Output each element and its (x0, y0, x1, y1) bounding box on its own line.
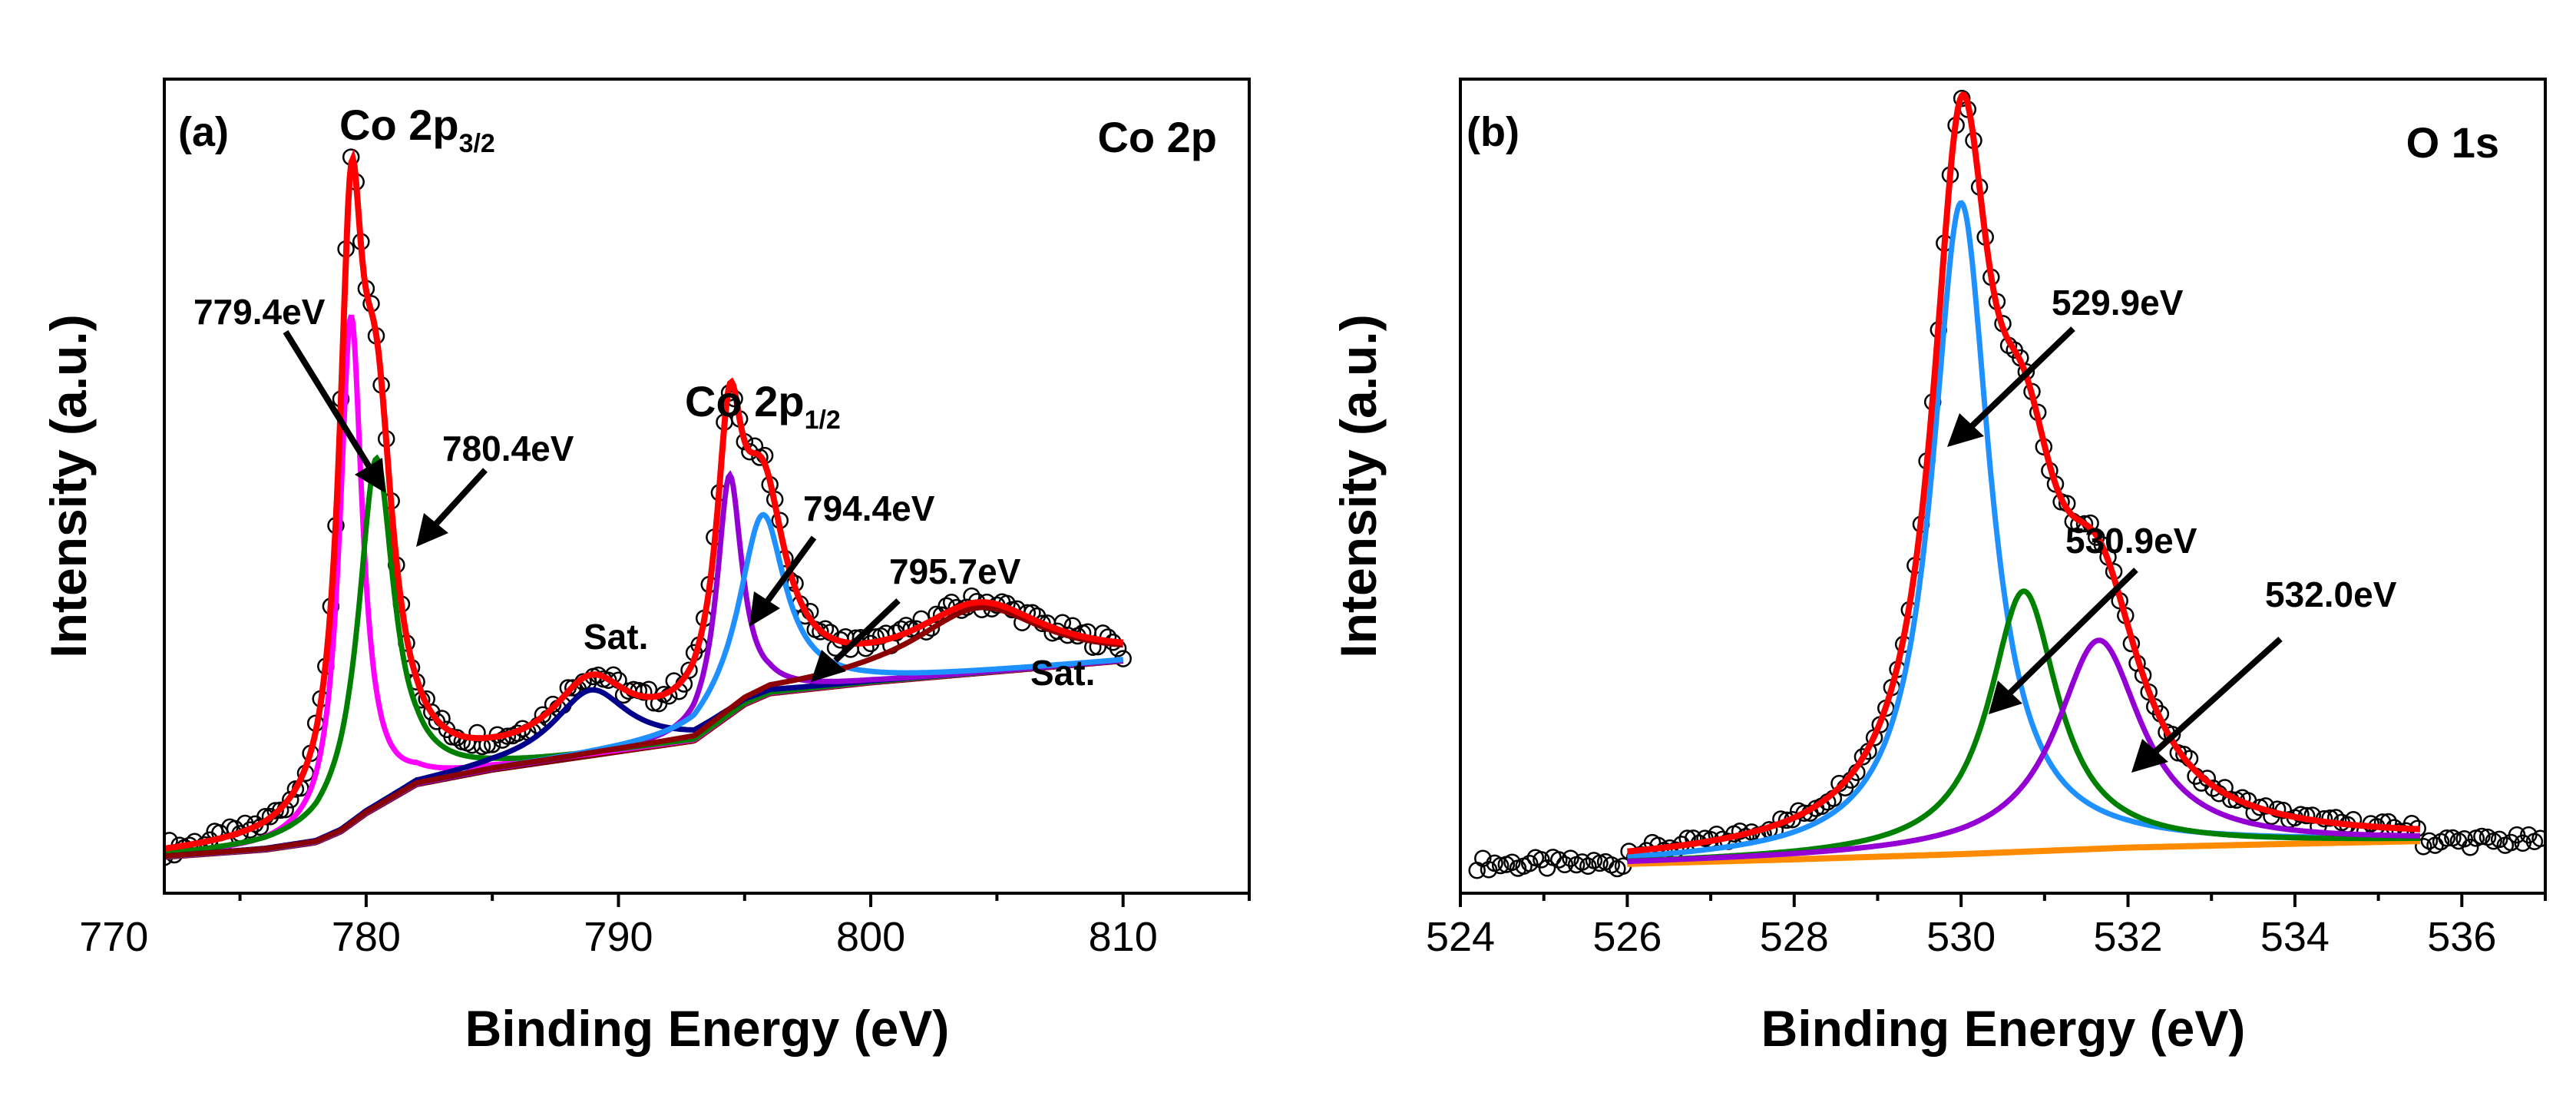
co2p32-main: Co 2p (339, 101, 459, 149)
data-point (1953, 89, 1971, 108)
data-point (2473, 827, 2491, 846)
peak-label-780-4: 780.4eV (442, 429, 574, 468)
data-point (1579, 857, 1597, 876)
panel-b-arrows (1947, 326, 2283, 773)
panel-a-y-axis-title: Intensity (a.u.) (40, 314, 97, 657)
arrow-779-4-head (355, 458, 385, 493)
peak-label-794-4: 794.4eV (803, 488, 935, 528)
peak-curve-3 (1627, 637, 2420, 865)
arrow-794-4 (765, 535, 817, 603)
data-point (2461, 839, 2479, 856)
peak-label-529-9: 529.9eV (2052, 283, 2184, 323)
data-point (1503, 853, 1521, 871)
panel-a-x-axis-title: Binding Energy (eV) (465, 1000, 950, 1057)
x-tick-label: 800 (836, 914, 905, 960)
panel-a-axes-frame (163, 78, 1251, 895)
arrow-779-4 (283, 329, 372, 469)
panel-b-label: (b) (1467, 109, 1519, 155)
data-point (2438, 829, 2455, 847)
data-point (1556, 856, 1574, 874)
data-point (1562, 849, 1579, 867)
x-tick-label: 810 (1089, 914, 1158, 960)
data-point (2455, 829, 2473, 848)
data-point (266, 802, 284, 819)
panel-a-fit-curves (164, 148, 1124, 860)
data-point (544, 695, 562, 713)
panel-b-y-axis-title: Intensity (a.u.) (1330, 314, 1387, 657)
arrow-780-4 (434, 468, 488, 526)
arrow-795-7-head (811, 650, 846, 682)
peak-curve-6 (164, 604, 1123, 859)
data-point (1550, 851, 1568, 869)
x-tick-label: 528 (1760, 914, 1829, 960)
x-tick-label: 790 (584, 914, 653, 960)
data-point (2490, 830, 2508, 849)
arrow-530-9 (2008, 568, 2138, 695)
data-point (2420, 832, 2439, 850)
sat-label-1: Sat. (584, 617, 648, 657)
peak-label-795-7: 795.7eV (889, 551, 1021, 591)
arrow-794-4-head (749, 591, 780, 627)
panel-a-co2p: 770 780 790 800 810 (a) Co 2p Co 2p3/2 Co 2p… (40, 78, 1251, 1057)
data-point (600, 671, 617, 689)
panel-a-x-ticks: 770 780 790 800 810 (79, 893, 1251, 960)
data-point (271, 801, 289, 819)
x-tick-label: 770 (79, 914, 148, 960)
peak-label-530-9: 530.9eV (2065, 521, 2197, 561)
envelope-curve (1627, 91, 2421, 855)
data-point (534, 706, 552, 724)
arrow-780-4-head (416, 513, 448, 547)
panel-b-fit-curves (1627, 91, 2421, 867)
data-point (2415, 838, 2432, 856)
data-point (1853, 748, 1872, 766)
co2p12-label: Co 2p1/2 (685, 377, 841, 435)
co2p32-label: Co 2p3/2 (339, 101, 495, 158)
co2p12-main: Co 2p (685, 377, 805, 425)
data-point (1480, 861, 1498, 879)
panel-a-plot-content (164, 148, 1132, 866)
data-point (1795, 804, 1814, 822)
data-point (1538, 859, 1556, 877)
data-point (1491, 856, 1510, 875)
arrow-795-7 (833, 598, 901, 663)
panel-a-label: (a) (178, 109, 229, 155)
x-tick-label: 534 (2260, 914, 2330, 960)
data-point (2531, 829, 2545, 848)
x-tick-label: 524 (1426, 914, 1495, 960)
panel-b-x-axis-title: Binding Energy (eV) (1761, 1000, 2246, 1057)
peak-label-779-4: 779.4eV (193, 292, 326, 332)
panel-b-plot-content (1468, 89, 2545, 879)
data-point (2075, 515, 2094, 533)
arrow-532-0-head (2131, 739, 2168, 773)
co2p32-sub: 3/2 (459, 129, 495, 158)
panel-b-title: O 1s (2406, 118, 2499, 167)
panel-b-x-ticks: 524 526 528 530 532 534 536 (1426, 893, 2547, 960)
peak-label-532-0: 532.0eV (2265, 574, 2397, 614)
data-point (680, 661, 698, 679)
arrow-532-0 (2154, 637, 2283, 753)
panel-b-axes-frame (1459, 78, 2547, 895)
x-tick-label: 536 (2427, 914, 2496, 960)
x-tick-label: 780 (332, 914, 401, 960)
co2p12-sub: 1/2 (805, 406, 841, 435)
envelope-curve (164, 148, 1124, 852)
arrow-529-9 (1969, 326, 2075, 429)
x-tick-label: 532 (2093, 914, 2162, 960)
panel-b-o1s: 524 526 528 530 532 534 536 (b) O 1s 529.9eV 5… (1330, 78, 2547, 1057)
panel-a-arrows (283, 329, 901, 682)
arrow-530-9-head (1989, 680, 2022, 714)
data-point (2321, 809, 2339, 827)
sat-label-2: Sat. (1030, 653, 1095, 693)
arrow-529-9-head (1947, 413, 1984, 447)
background-curve (1627, 838, 2420, 867)
panel-a-title: Co 2p (1097, 113, 1217, 161)
data-point (1520, 854, 1539, 872)
x-tick-label: 526 (1592, 914, 1662, 960)
x-tick-label: 530 (1926, 914, 1996, 960)
